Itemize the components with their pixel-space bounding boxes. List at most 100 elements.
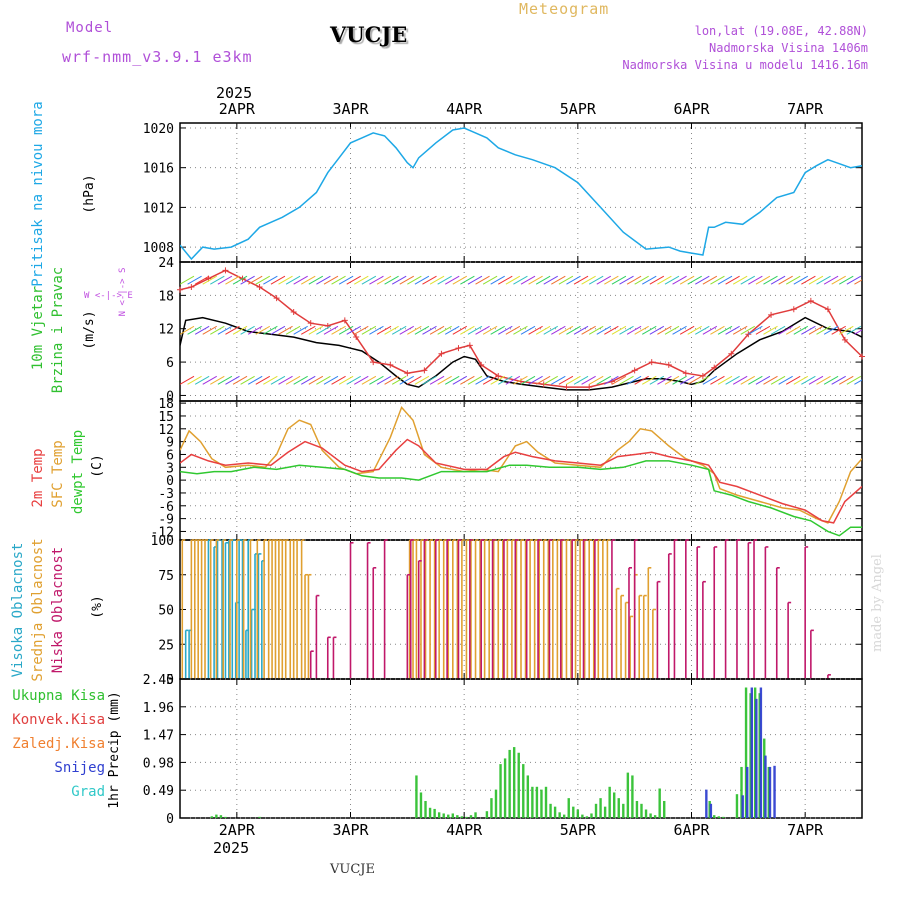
gust-marker xyxy=(648,359,655,366)
wind-barb xyxy=(323,375,339,385)
wind-barb xyxy=(649,325,665,335)
precip-bar-ukupna-kisa xyxy=(590,813,593,818)
wind-barb xyxy=(323,275,339,285)
wind-barb xyxy=(641,375,657,385)
wind-barb xyxy=(308,375,324,385)
wind-barb xyxy=(573,325,589,335)
precip-bar-ukupna-kisa xyxy=(603,806,607,818)
wind-barb xyxy=(702,325,718,335)
precip-bar-ukupna-kisa xyxy=(658,788,661,818)
precip-bar-ukupna-kisa xyxy=(613,792,616,818)
x-tick-label-bottom: 3APR xyxy=(332,821,369,839)
wind-barb xyxy=(498,375,513,385)
wind-barb xyxy=(505,325,521,335)
wind-barb xyxy=(619,275,634,285)
precip-bar-ukupna-kisa xyxy=(503,758,507,818)
wind-barb xyxy=(513,375,528,385)
precip-bar-ukupna-kisa xyxy=(644,809,648,818)
wind-barb xyxy=(596,275,612,285)
wind-barb xyxy=(755,375,771,385)
wind-barb xyxy=(551,375,566,385)
wind-barb xyxy=(444,325,460,335)
wind-barb xyxy=(346,325,361,335)
gust-marker xyxy=(478,361,485,368)
wind-barb xyxy=(846,375,862,385)
gust-marker xyxy=(290,309,297,316)
precip-bar-snijeg xyxy=(746,766,749,818)
precip-bar-ukupna-kisa xyxy=(535,786,539,818)
wind-barb xyxy=(437,275,452,285)
wind-barb xyxy=(361,325,377,335)
y-tick-label: -6 xyxy=(158,500,174,515)
precip-bar-ukupna-kisa xyxy=(663,800,666,818)
wind-barb xyxy=(551,325,566,335)
gust-marker xyxy=(273,295,280,302)
y-tick-label: 6 xyxy=(166,448,174,463)
wind-barb xyxy=(770,375,786,385)
precip-bar-snijeg xyxy=(773,765,776,818)
series-brzina xyxy=(180,316,862,391)
wind-barb xyxy=(217,375,233,385)
wind-barb xyxy=(808,375,824,385)
wind-barb xyxy=(293,325,308,335)
y-tick-label: 75 xyxy=(158,569,174,584)
wind-barb xyxy=(232,275,248,285)
wind-barb xyxy=(528,275,543,285)
precip-bar-ukupna-kisa xyxy=(740,766,743,818)
series-dewpt-temp xyxy=(180,460,862,537)
wind-barb xyxy=(210,375,225,385)
gust-marker xyxy=(188,284,195,291)
wind-barb xyxy=(255,375,271,385)
wind-barb xyxy=(687,375,702,385)
precip-bar-ukupna-kisa xyxy=(617,798,620,818)
y-tick-label: 2.45 xyxy=(143,673,174,688)
wind-barb xyxy=(846,275,862,285)
gust-marker xyxy=(341,317,348,324)
low-cloud-label: Niska Oblacnost xyxy=(50,547,66,673)
wind-barb xyxy=(369,275,384,285)
wind-barb xyxy=(732,325,748,335)
meteogram-label: Meteogram xyxy=(519,0,610,18)
wind-barb xyxy=(573,375,589,385)
gust-marker xyxy=(370,359,377,366)
wind-barb xyxy=(535,325,551,335)
precip-bar-snijeg xyxy=(741,795,744,818)
wind-barb xyxy=(785,375,801,385)
wind-barb xyxy=(551,275,566,285)
precip-bar-ukupna-kisa xyxy=(433,808,436,818)
wind-barb xyxy=(338,325,354,335)
wind-barb xyxy=(778,325,793,335)
wind-barb xyxy=(263,375,278,385)
wind-barb xyxy=(626,275,642,285)
wind-barb xyxy=(285,275,301,285)
y-tick-label: 18 xyxy=(158,397,174,412)
precip-legend-item: Konvek.Kisa xyxy=(12,712,105,728)
y-tick-label: 1.96 xyxy=(143,701,174,716)
wind-barb xyxy=(217,325,233,335)
wind-barb xyxy=(649,375,665,385)
precip-bar-ukupna-kisa xyxy=(558,812,561,818)
wind-barb xyxy=(475,275,490,285)
wind-barb xyxy=(354,275,369,285)
mid-cloud-label: Srednja Oblacnost xyxy=(30,538,46,681)
wind-barb xyxy=(634,375,649,385)
year-bottom: 2025 xyxy=(213,839,250,857)
x-tick-label-bottom: 6APR xyxy=(673,821,710,839)
wind-barb xyxy=(498,325,513,335)
compass-vertical: N <-|-> S xyxy=(118,268,128,317)
wind-barb xyxy=(732,275,748,285)
wind-barb xyxy=(399,325,415,335)
wind-barb xyxy=(793,325,809,335)
wind-barb xyxy=(748,325,763,335)
wind-barb xyxy=(566,375,581,385)
wind-barb xyxy=(232,375,248,385)
y-tick-label: 15 xyxy=(158,410,174,425)
x-tick-label-bottom: 5APR xyxy=(560,821,597,839)
precip-bar-ukupna-kisa xyxy=(460,816,464,818)
wind-barb xyxy=(770,325,786,335)
wind-barb xyxy=(535,375,551,385)
precip-bar-ukupna-kisa xyxy=(622,803,625,818)
wind-barb xyxy=(611,275,627,285)
precip-bar-ukupna-kisa xyxy=(553,806,557,818)
precip-bar-ukupna-kisa xyxy=(442,813,445,818)
